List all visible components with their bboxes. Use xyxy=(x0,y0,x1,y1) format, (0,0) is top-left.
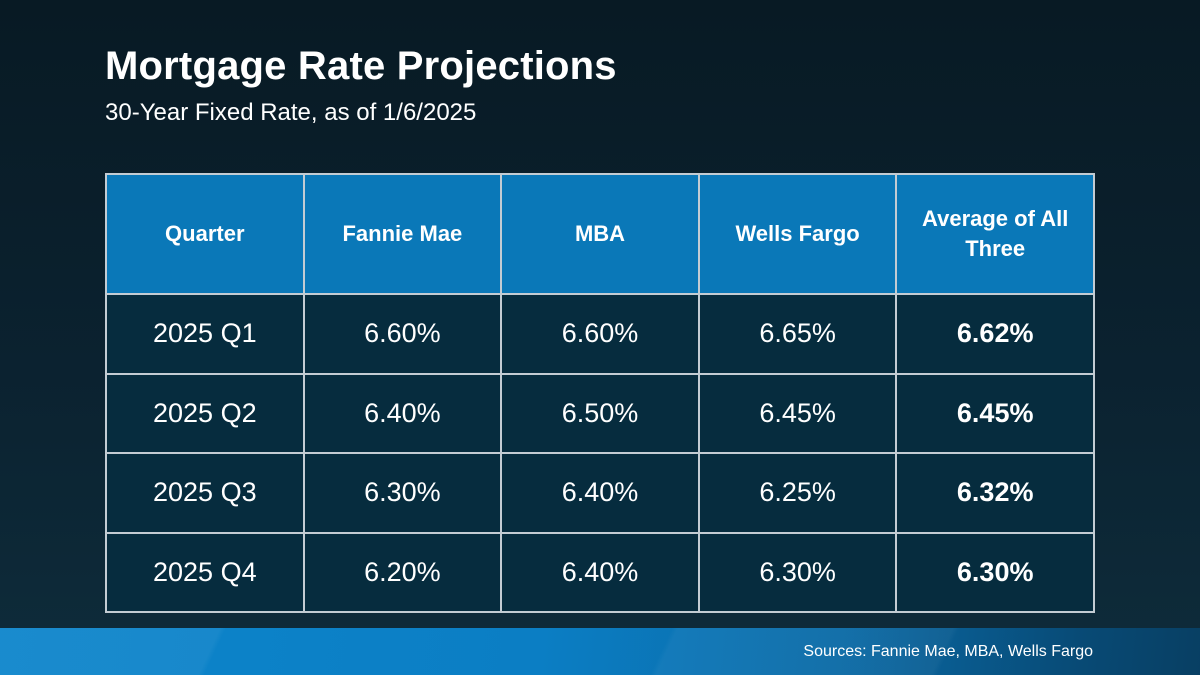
table-cell-wells-fargo: 6.30% xyxy=(699,533,896,611)
mortgage-rate-projections-table: Quarter Fannie Mae MBA Wells Fargo Avera… xyxy=(105,173,1095,613)
table-cell-wells-fargo: 6.45% xyxy=(699,374,896,452)
table-cell-average: 6.32% xyxy=(897,454,1093,532)
footer-bar: Sources: Fannie Mae, MBA, Wells Fargo xyxy=(0,628,1200,675)
table-cell-mba: 6.40% xyxy=(502,533,698,611)
table-cell-mba: 6.60% xyxy=(502,295,698,373)
column-header-mba: MBA xyxy=(502,175,698,293)
sources-text: Sources: Fannie Mae, MBA, Wells Fargo xyxy=(803,642,1093,660)
table-cell-average: 6.30% xyxy=(897,533,1093,611)
table-cell-fannie-mae: 6.30% xyxy=(304,454,501,532)
table-cell-fannie-mae: 6.60% xyxy=(304,295,501,373)
table-cell-quarter: 2025 Q2 xyxy=(107,374,303,452)
table-cell-fannie-mae: 6.40% xyxy=(304,374,501,452)
table-cell-average: 6.45% xyxy=(897,374,1093,452)
table-cell-quarter: 2025 Q1 xyxy=(107,295,303,373)
column-header-average: Average of All Three xyxy=(897,175,1093,293)
table-cell-quarter: 2025 Q3 xyxy=(107,454,303,532)
table-cell-wells-fargo: 6.25% xyxy=(699,454,896,532)
column-header-quarter: Quarter xyxy=(107,175,303,293)
table-cell-quarter: 2025 Q4 xyxy=(107,533,303,611)
column-header-wells-fargo: Wells Fargo xyxy=(699,175,896,293)
table-cell-mba: 6.40% xyxy=(502,454,698,532)
table-cell-average: 6.62% xyxy=(897,295,1093,373)
page-title: Mortgage Rate Projections xyxy=(105,44,617,88)
table-cell-wells-fargo: 6.65% xyxy=(699,295,896,373)
table-cell-fannie-mae: 6.20% xyxy=(304,533,501,611)
column-header-fannie-mae: Fannie Mae xyxy=(304,175,501,293)
page-subtitle: 30-Year Fixed Rate, as of 1/6/2025 xyxy=(105,99,477,126)
table-cell-mba: 6.50% xyxy=(502,374,698,452)
